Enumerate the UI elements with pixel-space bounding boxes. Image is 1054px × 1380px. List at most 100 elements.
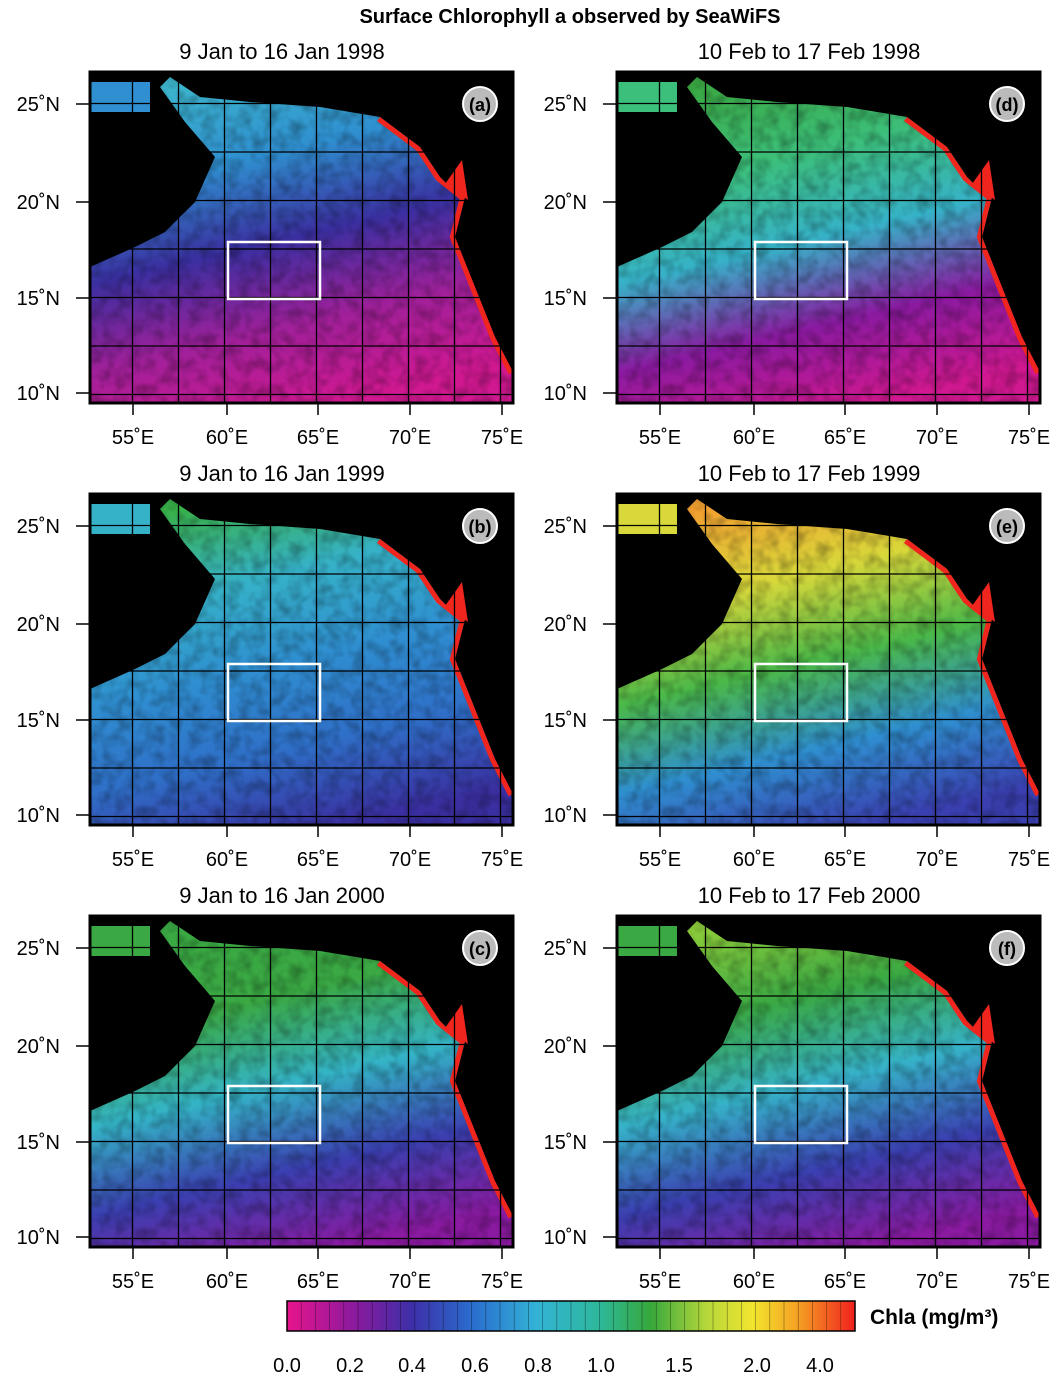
lat-tick-label: 15˚N <box>544 288 587 310</box>
lat-tick-label: 20˚N <box>17 192 60 214</box>
lat-tick-label: 25˚N <box>17 938 60 960</box>
lon-tick-label: 75˚E <box>1008 849 1050 871</box>
colorbar-ticks: 0.0 0.2 0.4 0.6 0.8 1.0 1.5 2.0 4.0 <box>273 1301 842 1377</box>
gujarat-bloom <box>972 1004 995 1044</box>
lon-tick-label: 60˚E <box>733 849 775 871</box>
panel-label-badge <box>989 508 1025 544</box>
gujarat-bloom <box>445 582 468 622</box>
gujarat-bloom <box>445 1004 468 1044</box>
lon-tick-label: 60˚E <box>206 849 248 871</box>
colorbar-tick-label: 0.4 <box>398 1355 426 1375</box>
lon-tick-label: 55˚E <box>112 1271 154 1293</box>
panel-label: (f) <box>998 939 1016 959</box>
lon-tick-label: 75˚E <box>481 1271 523 1293</box>
gujarat-bloom <box>445 160 468 200</box>
panel-label-badge <box>989 86 1025 122</box>
panel-title: 9 Jan to 16 Jan 1998 <box>179 39 385 64</box>
panel-label-badge <box>462 86 498 122</box>
map-panel: (c) 9 Jan to 16 Jan 2000 25˚N 20˚N 15˚N 10˚N 5… <box>17 883 523 1293</box>
lon-tick-label: 70˚E <box>916 427 958 449</box>
panel-label-badge <box>989 930 1025 966</box>
colorbar-tick-label: 1.5 <box>665 1355 693 1375</box>
lat-tick-label: 25˚N <box>544 94 587 116</box>
gulf <box>90 82 150 112</box>
lon-tick-label: 65˚E <box>297 1271 339 1293</box>
gulf <box>617 504 677 534</box>
gujarat-bloom <box>972 582 995 622</box>
map-frame <box>615 914 1042 1249</box>
colorbar-label: Chla (mg/m³) <box>870 1306 998 1329</box>
lat-tick-label: 20˚N <box>17 1036 60 1058</box>
study-box <box>226 240 322 301</box>
gulf <box>90 504 150 534</box>
colorbar-tick-label: 1.0 <box>587 1355 615 1375</box>
lat-tick-label: 15˚N <box>17 710 60 732</box>
lon-tick-label: 55˚E <box>639 849 681 871</box>
lat-tick-label: 15˚N <box>544 1132 587 1154</box>
lat-tick-label: 15˚N <box>17 288 60 310</box>
lon-tick-label: 65˚E <box>824 427 866 449</box>
lat-tick-label: 10˚N <box>17 383 60 405</box>
lat-tick-label: 10˚N <box>544 805 587 827</box>
panel-label-badge <box>462 508 498 544</box>
panel-label: (b) <box>469 517 492 537</box>
lat-tick-label: 25˚N <box>17 94 60 116</box>
lat-tick-label: 10˚N <box>17 1227 60 1249</box>
lon-tick-label: 55˚E <box>639 427 681 449</box>
figure-title: Surface Chlorophyll a observed by SeaWiF… <box>359 6 780 28</box>
map-frame <box>88 492 515 827</box>
map-panel: (a) 9 Jan to 16 Jan 1998 25˚N 20˚N 15˚N 10˚N 5… <box>17 39 523 449</box>
colorbar-tick-label: 0.2 <box>336 1355 364 1375</box>
panel-label: (e) <box>996 517 1018 537</box>
panel-label: (c) <box>469 939 491 959</box>
lat-tick-label: 20˚N <box>17 614 60 636</box>
lat-tick-label: 15˚N <box>17 1132 60 1154</box>
lon-tick-label: 60˚E <box>733 427 775 449</box>
lat-tick-label: 25˚N <box>544 516 587 538</box>
lat-tick-label: 20˚N <box>544 1036 587 1058</box>
map-panel: (d) 10 Feb to 17 Feb 1998 25˚N 20˚N 15˚N 10˚N… <box>544 39 1050 449</box>
colorbar-tick-label: 4.0 <box>806 1355 834 1375</box>
study-box <box>753 1084 849 1145</box>
lon-tick-label: 65˚E <box>824 849 866 871</box>
lon-tick-label: 75˚E <box>1008 427 1050 449</box>
study-box <box>226 662 322 723</box>
colorbar-tick-label: 2.0 <box>743 1355 771 1375</box>
map-panel: (f) 10 Feb to 17 Feb 2000 25˚N 20˚N 15˚N 10˚N… <box>544 883 1050 1293</box>
lon-tick-label: 70˚E <box>916 1271 958 1293</box>
lon-tick-label: 70˚E <box>389 849 431 871</box>
gujarat-bloom <box>972 160 995 200</box>
panel-label-badge <box>462 930 498 966</box>
panel-title: 10 Feb to 17 Feb 1998 <box>698 39 921 64</box>
study-box <box>226 1084 322 1145</box>
gulf <box>617 926 677 956</box>
colorbar-tick-label: 0.6 <box>461 1355 489 1375</box>
lon-tick-label: 65˚E <box>297 427 339 449</box>
lon-tick-label: 65˚E <box>297 849 339 871</box>
map-frame <box>88 70 515 405</box>
study-box <box>753 240 849 301</box>
gulf <box>90 926 150 956</box>
lat-tick-label: 10˚N <box>544 1227 587 1249</box>
lon-tick-label: 70˚E <box>389 1271 431 1293</box>
study-box <box>753 662 849 723</box>
lon-tick-label: 75˚E <box>481 849 523 871</box>
map-frame <box>615 70 1042 405</box>
panel-title: 10 Feb to 17 Feb 1999 <box>698 461 921 486</box>
lat-tick-label: 25˚N <box>544 938 587 960</box>
panel-title: 9 Jan to 16 Jan 1999 <box>179 461 385 486</box>
lon-tick-label: 70˚E <box>916 849 958 871</box>
lon-tick-label: 60˚E <box>733 1271 775 1293</box>
panel-label: (d) <box>996 95 1019 115</box>
lon-tick-label: 75˚E <box>481 427 523 449</box>
lon-tick-label: 55˚E <box>639 1271 681 1293</box>
colorbar-tick-label: 0.8 <box>524 1355 552 1375</box>
panel-label: (a) <box>469 95 491 115</box>
lat-tick-label: 20˚N <box>544 192 587 214</box>
lat-tick-label: 15˚N <box>544 710 587 732</box>
colorbar-tick-label: 0.0 <box>273 1355 301 1375</box>
gulf <box>617 82 677 112</box>
lon-tick-label: 60˚E <box>206 1271 248 1293</box>
panel-title: 10 Feb to 17 Feb 2000 <box>698 883 921 908</box>
